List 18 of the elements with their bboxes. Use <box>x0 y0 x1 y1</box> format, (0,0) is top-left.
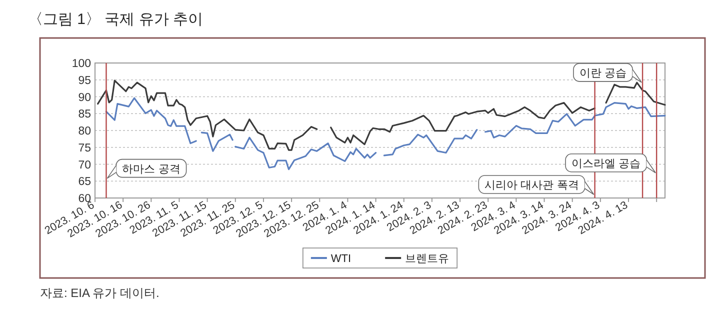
y-tick-label: 70 <box>78 159 91 172</box>
y-tick-label: 90 <box>78 92 91 104</box>
ref-line-label: 이스라엘 공습 <box>572 158 641 170</box>
legend-label: WTI <box>330 253 352 265</box>
y-tick-label: 95 <box>78 74 91 87</box>
legend-item: 브렌트유 <box>385 253 450 265</box>
y-tick-label: 100 <box>72 58 91 70</box>
chart-title: 〈그림 1〉 국제 유가 추이 <box>28 11 204 28</box>
legend-item: WTI <box>310 253 352 265</box>
y-tick-label: 80 <box>78 126 91 138</box>
y-tick-label: 85 <box>78 108 91 121</box>
y-tick-label: 65 <box>78 176 91 188</box>
ref-line-label: 시리아 대사관 폭격 <box>484 180 579 192</box>
ref-line-label: 이란 공습 <box>579 67 627 80</box>
y-tick-label: 75 <box>78 142 91 154</box>
legend-label: 브렌트유 <box>405 253 450 265</box>
ref-line-label: 하마스 공격 <box>122 163 180 176</box>
text: 자료: EIA 유가 데이터. <box>40 286 160 300</box>
